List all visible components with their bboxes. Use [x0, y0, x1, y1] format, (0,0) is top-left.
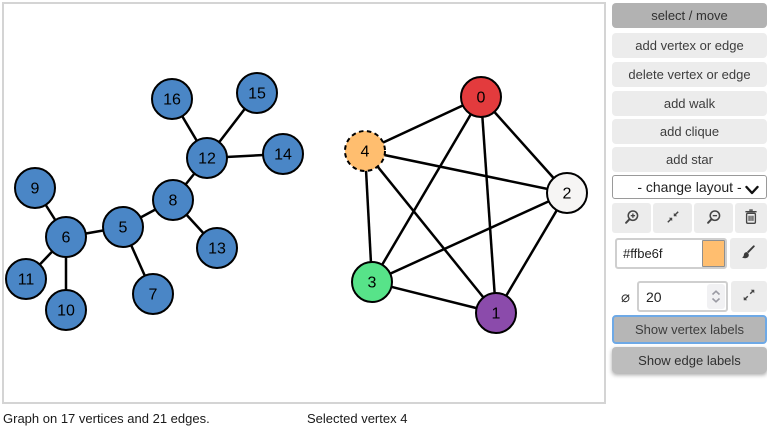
vertex-1[interactable]: [475, 292, 517, 334]
edge-1-3[interactable]: [371, 280, 497, 315]
zoom-in-icon: [623, 208, 641, 229]
edge-2-3[interactable]: [371, 191, 568, 284]
spinner-down-icon: [711, 297, 721, 303]
apply-color-button[interactable]: [730, 238, 767, 269]
vertex-9[interactable]: [14, 167, 56, 209]
vertex-label-13: 13: [208, 241, 226, 258]
size-spinner[interactable]: [707, 284, 725, 309]
arrows-outward-icon: [741, 287, 757, 306]
spinner-up-icon: [711, 290, 721, 296]
chevron-down-icon: [745, 182, 759, 198]
color-swatch[interactable]: [702, 240, 725, 267]
vertex-size-field: [637, 281, 728, 312]
vertex-label-0: 0: [477, 90, 486, 107]
trash-icon: [743, 208, 759, 228]
vertex-10[interactable]: [45, 289, 87, 331]
paintbrush-icon: [740, 244, 757, 264]
add-star-button[interactable]: add star: [612, 147, 767, 172]
vertex-label-2: 2: [563, 186, 572, 203]
vertex-label-3: 3: [368, 275, 377, 292]
vertex-label-11: 11: [18, 272, 35, 289]
edge-0-1[interactable]: [479, 96, 498, 314]
delete-graph-button[interactable]: [735, 203, 767, 233]
select-move-button[interactable]: select / move: [612, 3, 767, 28]
fit-graph-button[interactable]: [653, 203, 692, 233]
zoom-out-button[interactable]: [694, 203, 733, 233]
edge-0-4[interactable]: [364, 95, 482, 153]
vertex-label-16: 16: [163, 92, 181, 109]
edge-3-4[interactable]: [363, 150, 374, 283]
change-layout-select[interactable]: - change layout -: [612, 175, 767, 199]
resize-button[interactable]: [731, 281, 767, 312]
vertex-label-1: 1: [492, 306, 501, 323]
edge-0-2[interactable]: [480, 96, 568, 194]
vertex-2[interactable]: [546, 172, 588, 214]
edge-1-2[interactable]: [494, 192, 569, 314]
vertex-8[interactable]: [152, 179, 194, 221]
diameter-symbol: ⌀: [621, 288, 631, 306]
vertex-label-15: 15: [248, 86, 266, 103]
edge-1-4[interactable]: [364, 150, 497, 314]
vertex-label-5: 5: [119, 220, 128, 237]
vertex-14[interactable]: [262, 133, 304, 175]
vertex-3[interactable]: [351, 261, 393, 303]
selection-status-text: Selected vertex 4: [307, 411, 408, 426]
vertex-0[interactable]: [460, 76, 502, 118]
arrows-inward-icon: [665, 209, 681, 228]
vertex-label-4: 4: [361, 144, 370, 161]
show-vertex-labels-toggle[interactable]: Show vertex labels: [612, 315, 767, 344]
vertex-label-14: 14: [274, 147, 292, 164]
vertex-label-6: 6: [62, 230, 71, 247]
vertex-15[interactable]: [236, 72, 278, 114]
add-clique-button[interactable]: add clique: [612, 119, 767, 144]
vertex-label-7: 7: [149, 287, 158, 304]
edge-0-3[interactable]: [370, 96, 483, 283]
graph-summary-text: Graph on 17 vertices and 21 edges.: [3, 411, 210, 426]
vertex-13[interactable]: [196, 227, 238, 269]
show-edge-labels-toggle[interactable]: Show edge labels: [612, 347, 767, 373]
vertex-11[interactable]: [5, 258, 47, 300]
vertex-color-field: [615, 238, 727, 269]
vertex-label-8: 8: [169, 193, 178, 210]
change-layout-value: - change layout -: [637, 179, 742, 195]
vertex-7[interactable]: [132, 273, 174, 315]
vertex-label-9: 9: [31, 181, 40, 198]
vertex-6[interactable]: [45, 216, 87, 258]
edge-2-4[interactable]: [364, 149, 568, 195]
graph-canvas[interactable]: 0 1 2 3 4 5 6 7 8 9 10 11 12 13 14 15 16: [2, 2, 606, 404]
delete-vertex-or-edge-button[interactable]: delete vertex or edge: [612, 62, 767, 87]
vertex-12[interactable]: [186, 137, 228, 179]
zoom-out-icon: [705, 208, 723, 229]
add-vertex-or-edge-button[interactable]: add vertex or edge: [612, 33, 767, 58]
vertex-label-10: 10: [57, 303, 75, 320]
vertex-label-12: 12: [198, 151, 216, 168]
vertex-16[interactable]: [151, 78, 193, 120]
vertex-5[interactable]: [102, 206, 144, 248]
add-walk-button[interactable]: add walk: [612, 91, 767, 116]
zoom-in-button[interactable]: [612, 203, 651, 233]
toolbar: select / move add vertex or edge delete …: [612, 0, 767, 432]
vertex-4-selected[interactable]: [344, 130, 386, 172]
